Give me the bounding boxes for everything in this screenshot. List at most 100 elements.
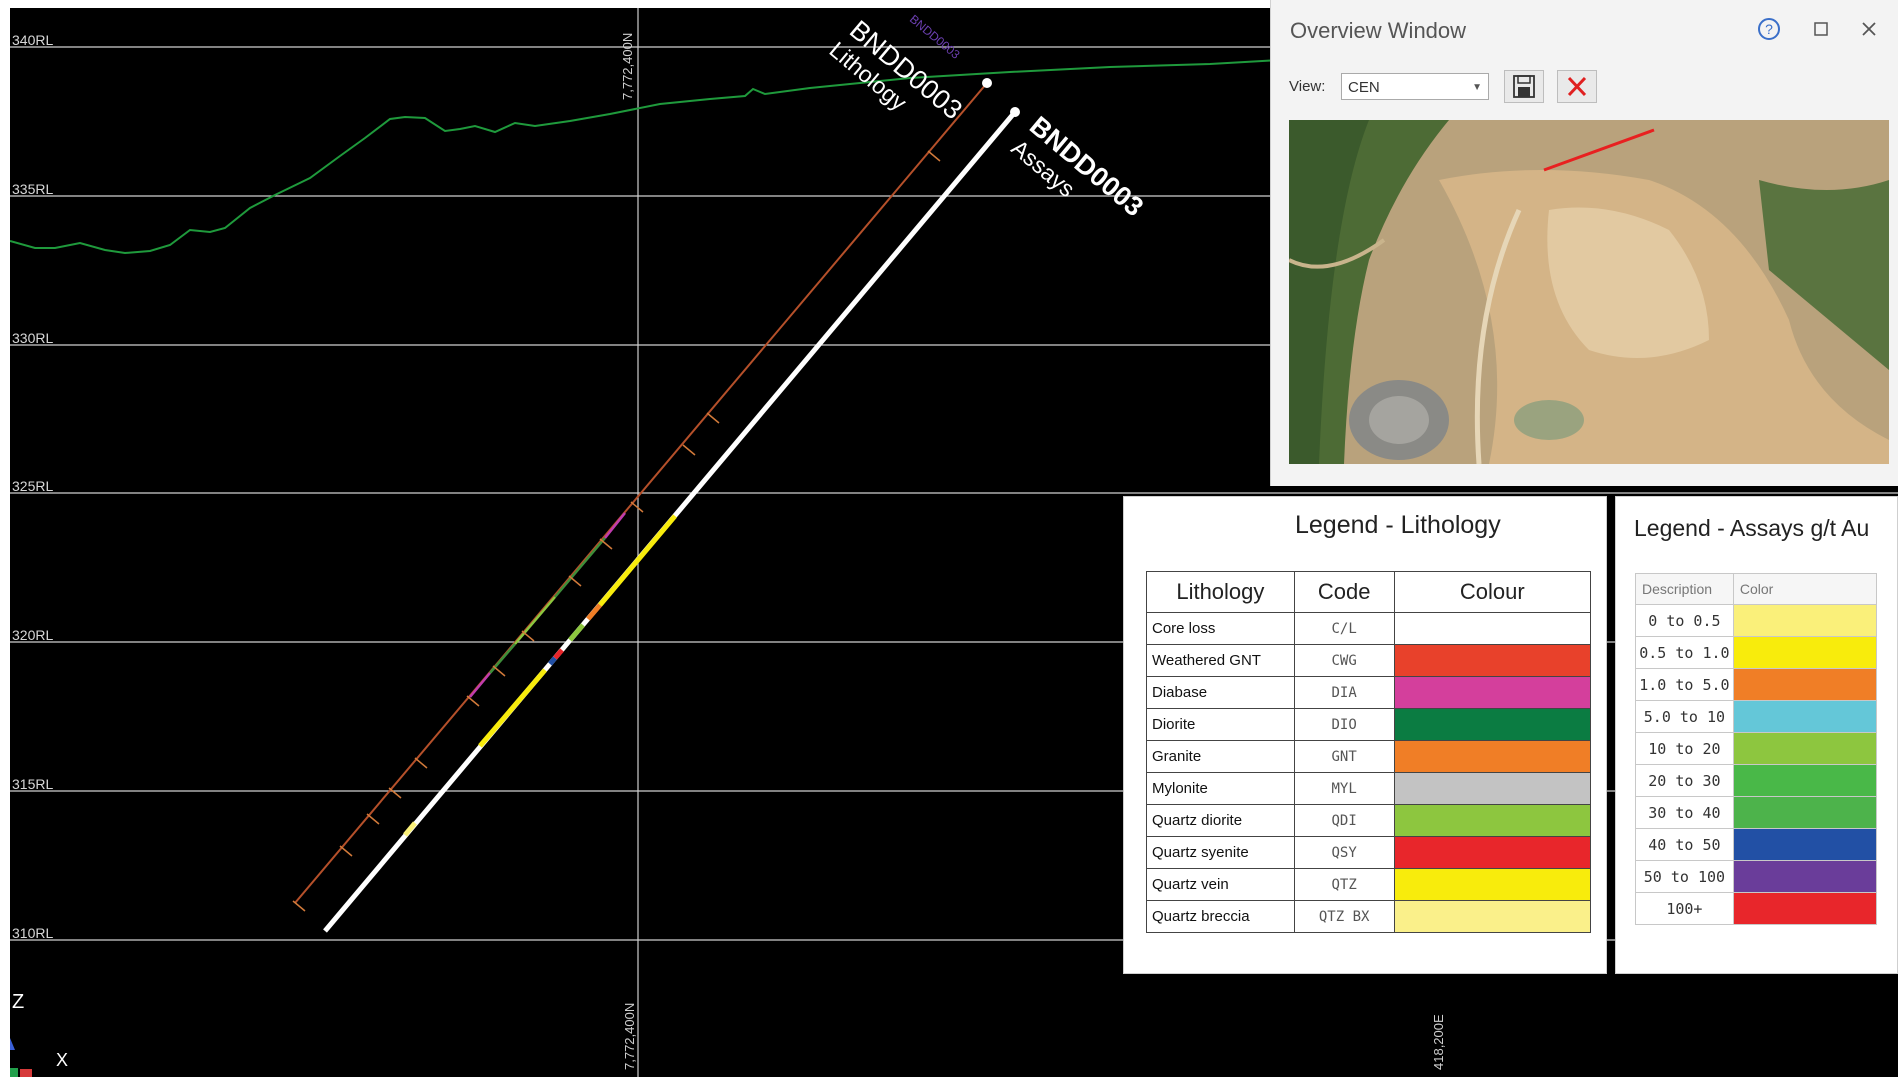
assay-range: 5.0 to 10 (1635, 700, 1734, 733)
axis-x-label: X (56, 1050, 69, 1070)
overview-title: Overview Window (1290, 18, 1467, 43)
legend-lithology-row: Core loss C/L (1146, 612, 1592, 645)
lithology-colour-swatch (1393, 644, 1592, 677)
aerial-photo[interactable] (1289, 120, 1889, 464)
lithology-name: Diabase (1146, 676, 1295, 709)
lithology-hole-trace (294, 82, 988, 904)
lithology-name: Diorite (1146, 708, 1295, 741)
lithology-code: DIA (1293, 676, 1395, 709)
lithology-interval-diabase (604, 512, 626, 539)
legend-assay-row: 10 to 20 (1635, 732, 1878, 765)
lithology-colour-swatch (1393, 612, 1592, 645)
topography-line (10, 59, 1281, 255)
lithology-code: MYL (1293, 772, 1395, 805)
overview-window[interactable]: Overview Window ? View: CEN ▼ (1270, 0, 1898, 486)
save-button[interactable] (1504, 70, 1544, 103)
assay-interval (568, 623, 585, 642)
description-header: Description (1635, 573, 1734, 605)
northing-label-bottom: 7,772,400N (622, 1002, 637, 1070)
axis-glyph (10, 1068, 18, 1077)
legend-lithology-row: Mylonite MYL (1146, 772, 1592, 805)
assay-range: 10 to 20 (1635, 732, 1734, 765)
assay-interval (478, 668, 547, 748)
lithology-code: QTZ BX (1293, 900, 1395, 933)
lithology-colour-swatch (1393, 868, 1592, 901)
legend-lithology-row: Quartz syenite QSY (1146, 836, 1592, 869)
assay-range: 30 to 40 (1635, 796, 1734, 829)
code-header: Code (1293, 571, 1395, 613)
assay-colour-swatch (1732, 828, 1878, 861)
rl-label: 325RL (12, 478, 54, 494)
assay-interval (598, 514, 677, 607)
lithology-colour-swatch (1393, 740, 1592, 773)
legend-assay-row: 1.0 to 5.0 (1635, 668, 1878, 701)
lithology-code: C/L (1293, 612, 1395, 645)
lithology-name: Core loss (1146, 612, 1295, 645)
view-select-value: CEN (1348, 79, 1380, 96)
assay-colour-swatch (1732, 796, 1878, 829)
assay-colour-swatch (1732, 732, 1878, 765)
view-select[interactable]: CEN ▼ (1341, 73, 1489, 100)
legend-assay-row: 50 to 100 (1635, 860, 1878, 893)
assay-range: 20 to 30 (1635, 764, 1734, 797)
easting-label: 418,200E (1431, 1014, 1446, 1070)
assay-range: 0 to 0.5 (1635, 604, 1734, 637)
assay-colour-swatch (1732, 700, 1878, 733)
assay-colour-swatch (1732, 860, 1878, 893)
lithology-colour-swatch (1393, 676, 1592, 709)
legend-lithology-table: Lithology Code Colour Core loss C/L Weathe… (1146, 571, 1592, 933)
lithology-colour-swatch (1393, 708, 1592, 741)
assay-colour-swatch (1732, 892, 1878, 925)
legend-lithology-row: Granite GNT (1146, 740, 1592, 773)
lithology-name: Granite (1146, 740, 1295, 773)
assay-colour-swatch (1732, 636, 1878, 669)
cancel-icon (1567, 76, 1587, 97)
lithology-collar-marker[interactable] (982, 78, 992, 88)
legend-lithology-row: Quartz vein QTZ (1146, 868, 1592, 901)
view-label: View: (1289, 78, 1326, 95)
legend-lithology-row: Diorite DIO (1146, 708, 1592, 741)
lithology-name: Quartz breccia (1146, 900, 1295, 933)
lithology-code: QSY (1293, 836, 1395, 869)
lithology-header: Lithology (1146, 571, 1295, 613)
lithology-code: CWG (1293, 644, 1395, 677)
lithology-code: DIO (1293, 708, 1395, 741)
rl-label: 340RL (12, 32, 54, 48)
assay-collar-marker[interactable] (1010, 107, 1020, 117)
legend-lithology-row: Quartz diorite QDI (1146, 804, 1592, 837)
maximize-icon[interactable] (1808, 16, 1834, 42)
colour-header: Colour (1393, 571, 1592, 613)
lithology-code: QTZ (1293, 868, 1395, 901)
legend-lithology-row: Quartz breccia QTZ BX (1146, 900, 1592, 933)
axis-glyph (10, 1038, 15, 1050)
lithology-name: Mylonite (1146, 772, 1295, 805)
assay-interval (403, 821, 417, 837)
axis-z-label: Z (12, 991, 25, 1013)
save-icon (1513, 75, 1535, 98)
legend-assay-row: 0.5 to 1.0 (1635, 636, 1878, 669)
assay-interval (586, 603, 602, 621)
svg-text:?: ? (1765, 21, 1773, 37)
assay-interval (553, 648, 564, 660)
lithology-interval-diorite (489, 643, 516, 674)
rl-label: 335RL (12, 181, 54, 197)
rl-label: 310RL (12, 925, 54, 941)
lithology-name: Quartz vein (1146, 868, 1295, 901)
lithology-tick-marks (292, 150, 941, 912)
lithology-code: GNT (1293, 740, 1395, 773)
lithology-name: Weathered GNT (1146, 644, 1295, 677)
lithology-name: Quartz syenite (1146, 836, 1295, 869)
lithology-interval-diabase (469, 672, 491, 698)
legend-assay-row: 30 to 40 (1635, 796, 1878, 829)
color-header: Color (1732, 573, 1878, 605)
legend-lithology-title: Legend - Lithology (1295, 511, 1501, 539)
cancel-button[interactable] (1557, 70, 1597, 103)
assay-range: 50 to 100 (1635, 860, 1734, 893)
section-line-marker (1543, 128, 1655, 172)
close-icon[interactable] (1856, 16, 1882, 42)
assay-colour-swatch (1732, 764, 1878, 797)
assay-range: 1.0 to 5.0 (1635, 668, 1734, 701)
question-icon[interactable]: ? (1756, 16, 1782, 42)
lithology-colour-swatch (1393, 836, 1592, 869)
legend-assays-table: Description Color 0 to 0.5 0.5 to 1.0 1.0 … (1635, 573, 1878, 925)
